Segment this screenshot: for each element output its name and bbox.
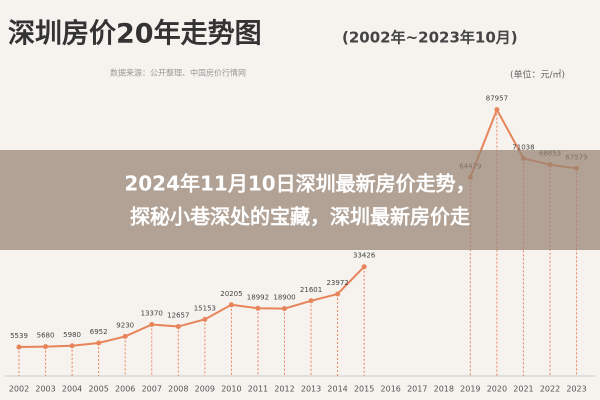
series-line [18,266,365,349]
x-tick-label: 2023 [566,385,586,394]
point [361,264,367,270]
x-tick-label: 2008 [168,385,188,394]
chart-subtitle: (2002年~2023年10月) [342,29,518,47]
value-label: 33426 [353,252,376,260]
source: 数据来源：公开整理、中国房价行情网 [110,68,246,78]
chart-title: 深圳房价20年走势图 [8,18,262,50]
x-tick-label: 2007 [142,385,162,394]
unit: (单位：元/㎡) [510,69,565,81]
value-label: 20205 [220,290,242,298]
point [16,344,22,350]
point [69,343,75,349]
x-tick-label: 2021 [513,385,533,394]
point [282,306,287,312]
x-tick-label: 2019 [460,385,480,394]
x-tick-label: 2012 [274,385,294,394]
x-tick-label: 2011 [248,385,268,394]
point [122,333,128,339]
value-label: 15153 [194,304,216,312]
x-tick-label: 2005 [88,385,108,394]
value-label: 5539 [10,332,28,340]
point [494,107,500,113]
x-tick-label: 2002 [9,385,29,394]
value-label: 9230 [116,321,134,329]
x-tick-label: 2016 [381,385,401,394]
x-tick-label: 2006 [115,385,135,394]
x-tick-label: 2010 [221,385,241,394]
value-label: 5980 [63,331,81,339]
value-label: 87957 [486,95,508,103]
x-tick-label: 2009 [195,385,215,394]
x-tick-label: 2013 [301,385,321,394]
x-tick-label: 2022 [540,385,560,394]
value-label: 13370 [141,309,163,317]
point [96,340,102,346]
value-label: 6952 [90,328,108,336]
point [255,305,261,311]
x-tick-label: 2020 [487,385,507,394]
point [175,324,181,330]
value-label: 23972 [326,279,348,287]
x-tick-label: 2004 [62,385,82,394]
x-tick-label: 2017 [407,385,427,394]
value-label: 18992 [247,293,269,301]
value-label: 71038 [512,143,534,151]
x-tick-label: 2015 [354,385,374,394]
x-tick-label: 2014 [327,385,347,394]
banner [0,150,600,250]
value-label: 12657 [167,312,189,320]
point [335,291,341,297]
point [228,302,234,308]
value-label: 18900 [273,294,295,302]
banner-line: 探秘小巷深处的宝藏，深圳最新房价走 [130,205,470,229]
point [308,298,314,304]
x-tick-label: 2003 [35,385,55,394]
banner-line: 2024年11月10日深圳最新房价走势， [124,172,475,196]
value-label: 5680 [37,332,55,340]
point [149,321,155,327]
x-tick-label: 2018 [434,385,454,394]
point [43,344,49,350]
point [202,316,208,322]
value-label: 21601 [300,286,322,294]
